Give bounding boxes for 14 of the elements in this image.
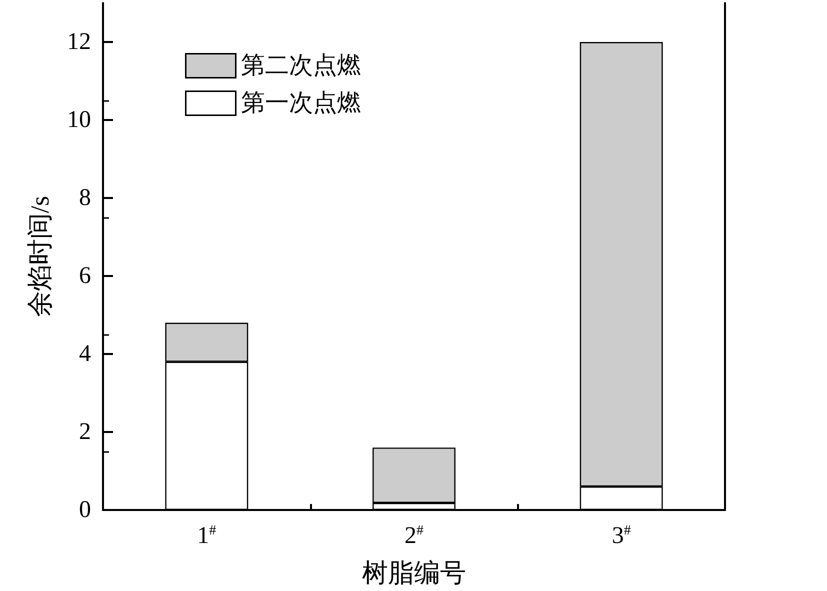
x-axis-title: 树脂编号 — [362, 558, 466, 588]
y-tick-label: 12 — [67, 29, 91, 55]
y-tick-label: 4 — [79, 341, 91, 367]
y-tick-label: 6 — [79, 263, 91, 289]
y-tick-label: 2 — [79, 419, 91, 445]
legend-label: 第二次点燃 — [240, 52, 361, 79]
x-tick-label: 2# — [404, 523, 424, 549]
x-tick-label: 3# — [612, 523, 631, 549]
x-tick-label: 1# — [197, 523, 216, 549]
legend-label: 第一次点燃 — [240, 90, 361, 116]
y-tick-label: 8 — [79, 185, 91, 211]
y-tick-label: 0 — [79, 497, 91, 523]
y-axis-title: 余焰时间/s — [26, 196, 54, 318]
y-tick-label: 10 — [67, 107, 91, 133]
